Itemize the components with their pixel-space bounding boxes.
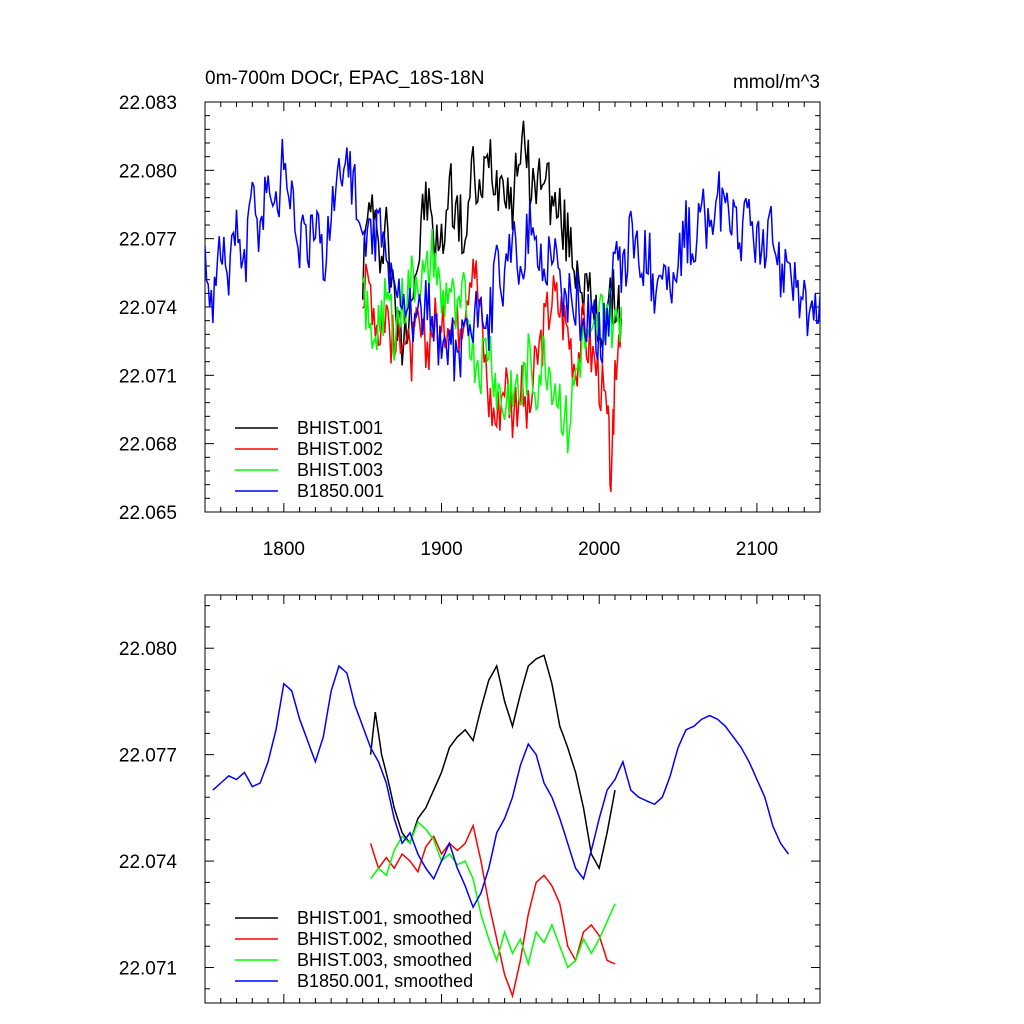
legend-label: B1850.001 <box>297 481 384 501</box>
chart-title: 0m-700m DOCr, EPAC_18S-18N <box>205 68 484 89</box>
y-tick-label: 22.077 <box>119 746 177 767</box>
legend-label: B1850.001, smoothed <box>297 971 473 991</box>
y-tick-label: 22.077 <box>119 230 177 251</box>
x-tick-label: 2100 <box>736 539 778 560</box>
units-label: mmol/m^3 <box>733 72 820 93</box>
series-line-bhist-003-smoothed <box>369 820 616 969</box>
legend-label: BHIST.001, smoothed <box>297 908 472 928</box>
legend-label: BHIST.002 <box>297 439 383 459</box>
series-line-b1850-001-smoothed <box>212 664 790 909</box>
series-line-bhist-001 <box>361 120 623 366</box>
legend-label: BHIST.001 <box>297 418 383 438</box>
y-tick-label: 22.071 <box>119 366 177 387</box>
y-tick-label: 22.071 <box>119 959 177 980</box>
y-tick-label: 22.080 <box>119 639 177 660</box>
series-line-bhist-003 <box>361 228 623 454</box>
series-line-bhist-001-smoothed <box>369 654 616 871</box>
y-tick-label: 22.074 <box>119 298 178 319</box>
plot-frame <box>204 594 821 1004</box>
bottom-panel: 22.071 22.074 22.077 22.080 BHIST.001, smoot… <box>119 594 821 1004</box>
series-line-bhist-002-smoothed <box>369 823 616 999</box>
y-tick-label: 22.080 <box>119 161 177 182</box>
legend-label: BHIST.003, smoothed <box>297 950 472 970</box>
y-tick-label: 22.068 <box>119 435 177 456</box>
top-panel: 0m-700m DOCr, EPAC_18S-18N mmol/m^3 1800… <box>119 68 821 560</box>
x-tick-label: 1800 <box>263 539 305 560</box>
y-tick-label: 22.074 <box>119 852 178 873</box>
series-line-bhist-002 <box>362 258 623 493</box>
x-tick-label: 1900 <box>420 539 462 560</box>
legend-label: BHIST.002, smoothed <box>297 929 472 949</box>
x-tick-label: 2000 <box>578 539 620 560</box>
legend-label: BHIST.003 <box>297 460 383 480</box>
series-line-b1850-001 <box>205 138 820 382</box>
y-tick-label: 22.065 <box>119 503 177 524</box>
y-tick-label: 22.083 <box>119 93 177 114</box>
